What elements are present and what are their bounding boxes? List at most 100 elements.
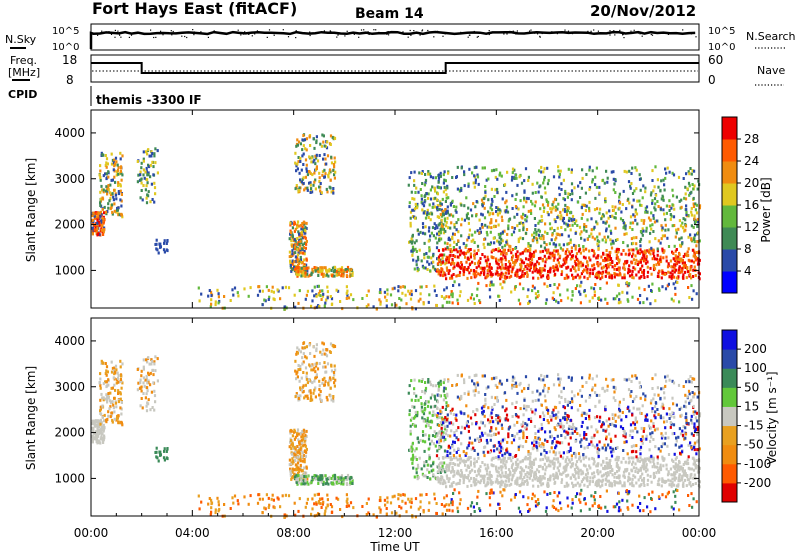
- noise-point: [310, 33, 311, 34]
- velocity-cell: [476, 474, 478, 477]
- power-cell: [115, 157, 117, 160]
- power-cell: [315, 139, 317, 142]
- power-cell: [641, 250, 643, 253]
- power-cell: [289, 222, 291, 225]
- power-cell: [302, 134, 304, 137]
- velocity-cell: [250, 494, 252, 497]
- velocity-cell: [96, 430, 98, 433]
- power-cell: [313, 294, 315, 297]
- velocity-cell: [113, 406, 115, 409]
- power-cell: [467, 257, 469, 260]
- velocity-cell: [112, 387, 114, 390]
- power-cell: [575, 245, 577, 248]
- power-cell: [105, 211, 107, 214]
- power-cell: [294, 238, 296, 241]
- velocity-cell: [140, 379, 142, 382]
- power-cell: [654, 208, 656, 211]
- power-cell: [650, 228, 652, 231]
- power-cell: [591, 181, 593, 184]
- freq-panel-frame: [91, 55, 699, 82]
- power-cell: [461, 218, 463, 221]
- power-cell: [447, 172, 449, 175]
- power-cell: [509, 245, 511, 248]
- noise-point: [506, 33, 507, 34]
- velocity-cell: [334, 474, 336, 477]
- power-cell: [102, 217, 104, 220]
- power-cell: [523, 275, 525, 278]
- power-cell: [455, 206, 457, 209]
- power-cell: [579, 275, 581, 278]
- noise-point: [267, 37, 268, 38]
- velocity-cell: [305, 451, 307, 454]
- power-cell: [625, 207, 627, 210]
- velocity-cell: [146, 401, 148, 404]
- noise-point: [537, 33, 538, 34]
- power-cell: [661, 237, 663, 240]
- velocity-cell: [304, 346, 306, 349]
- power-cell: [540, 171, 542, 174]
- velocity-cell: [154, 451, 156, 454]
- power-cell: [160, 245, 162, 248]
- power-cell: [210, 294, 212, 297]
- power-cell: [641, 265, 643, 268]
- power-cell: [297, 258, 299, 261]
- power-cell: [421, 182, 423, 185]
- velocity-cell: [310, 481, 312, 484]
- power-cell: [580, 281, 582, 284]
- power-cell: [475, 179, 477, 182]
- power-cell: [598, 247, 600, 250]
- power-cell: [425, 285, 427, 288]
- power-cell: [650, 211, 652, 214]
- power-cell: [618, 284, 620, 287]
- velocity-cell: [317, 482, 319, 485]
- power-cell: [614, 191, 616, 194]
- power-cell: [566, 210, 568, 213]
- velocity-cell: [298, 470, 300, 473]
- noise-point: [386, 34, 387, 35]
- power-cell: [572, 294, 574, 297]
- power-cell: [310, 273, 312, 276]
- power-cell: [612, 170, 614, 173]
- power-cell: [456, 221, 458, 224]
- power-cell: [626, 292, 628, 295]
- velocity-cell: [324, 380, 326, 383]
- velocity-cell: [115, 365, 117, 368]
- velocity-cell: [164, 459, 166, 462]
- power-cell: [681, 242, 683, 245]
- power-cell: [525, 257, 527, 260]
- velocity-cell: [576, 460, 578, 463]
- velocity-cell: [426, 400, 428, 403]
- power-cell: [490, 273, 492, 276]
- power-cell: [301, 148, 303, 151]
- power-cell: [480, 271, 482, 274]
- velocity-cell: [294, 446, 296, 449]
- power-cell: [145, 150, 147, 153]
- power-cell: [559, 193, 561, 196]
- power-cell: [386, 305, 388, 308]
- noise-panel-frame: [91, 24, 699, 50]
- power-cell: [476, 266, 478, 269]
- power-cell: [630, 248, 632, 251]
- power-cell: [429, 235, 431, 238]
- power-cell: [686, 187, 688, 190]
- power-cell: [483, 246, 485, 249]
- velocity-cell: [113, 376, 115, 379]
- noise-point: [598, 31, 599, 32]
- noise-point: [474, 31, 475, 32]
- power-cell: [666, 237, 668, 240]
- power-cell: [502, 280, 504, 283]
- velocity-cell: [333, 371, 335, 374]
- power-cell: [143, 150, 145, 153]
- power-cell: [143, 168, 145, 171]
- power-cell: [667, 167, 669, 170]
- power-cell: [474, 186, 476, 189]
- power-cell: [678, 176, 680, 179]
- velocity-cell: [99, 409, 101, 412]
- nsearch-label: N.Search: [746, 30, 796, 43]
- velocity-cell: [302, 460, 304, 463]
- power-cell: [654, 197, 656, 200]
- power-cell: [523, 179, 525, 182]
- power-cell: [92, 212, 94, 215]
- power-cell: [668, 199, 670, 202]
- power-cell: [506, 206, 508, 209]
